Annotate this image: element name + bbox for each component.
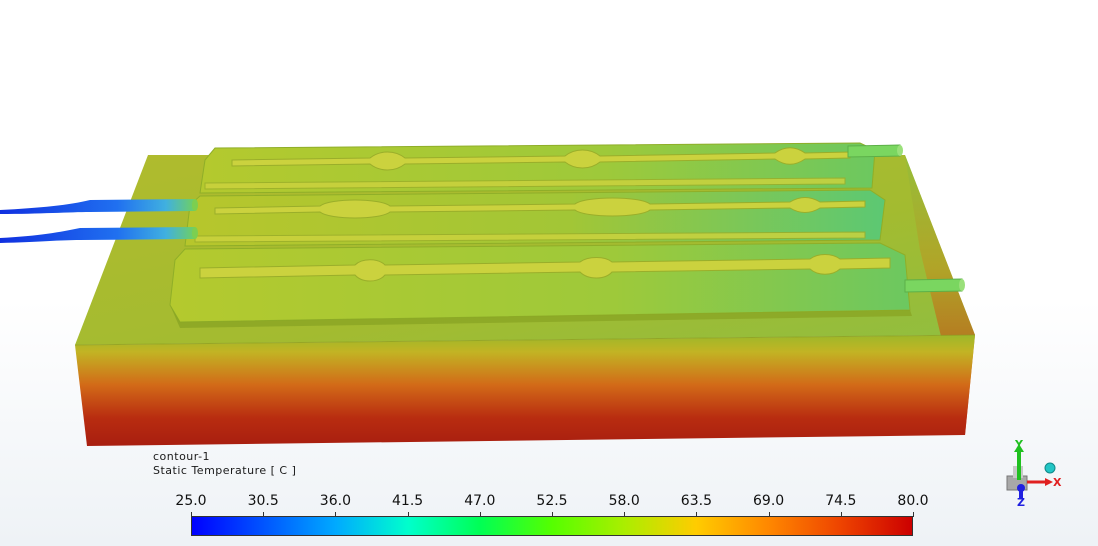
x-axis-label: X: [1053, 476, 1062, 489]
colorbar-tick-mark: [335, 512, 337, 517]
colorbar: [191, 516, 913, 536]
y-axis-label: Y: [1014, 438, 1024, 451]
colorbar-tick-mark: [840, 512, 842, 517]
inlet-pipes: [0, 199, 198, 243]
x-axis-arrow: [1045, 478, 1053, 486]
colorbar-tick-mark: [191, 512, 192, 517]
colorbar-tick-mark: [407, 512, 409, 517]
colorbar-tick-label: 74.5: [825, 493, 857, 509]
colorbar-tick-label: 41.5: [392, 493, 424, 509]
colorbar-tick-marks: [191, 512, 914, 518]
colorbar-tick-mark: [913, 512, 914, 517]
colorbar-tick-label: 80.0: [897, 493, 929, 509]
cooling-plate: [169, 142, 912, 328]
colorbar-tick-mark: [768, 512, 770, 517]
outlet-pipes: [847, 144, 965, 293]
colorbar-tick-label: 25.0: [175, 493, 207, 509]
colorbar-tick-mark: [624, 512, 626, 517]
colorbar-tick-label: 30.5: [247, 493, 279, 509]
colorbar-tick-mark: [552, 512, 553, 517]
contour-name: contour-1: [153, 450, 211, 463]
colorbar-tick-label: 47.0: [464, 493, 496, 509]
colorbar-tick-label: 36.0: [319, 493, 351, 509]
colorbar-tick-label: 69.0: [753, 493, 785, 509]
colorbar-tick-labels: 25.0 30.5 36.0 41.5 47.0 52.5 58.0 63.5 …: [0, 493, 1098, 511]
view-orientation-icon[interactable]: [1044, 462, 1056, 474]
y-axis-arrow: [1014, 444, 1024, 452]
colorbar-tick-label: 52.5: [536, 493, 568, 509]
colorbar-tick-mark: [479, 512, 481, 517]
contour-quantity: Static Temperature [ C ]: [153, 464, 297, 477]
colorbar-tick-mark: [263, 512, 265, 517]
colorbar-tick-mark: [696, 512, 698, 517]
colorbar-tick-label: 63.5: [680, 493, 712, 509]
axis-triad[interactable]: Y X Z: [995, 436, 1075, 516]
z-axis-label: Z: [1017, 496, 1025, 509]
colorbar-tick-label: 58.0: [608, 493, 640, 509]
